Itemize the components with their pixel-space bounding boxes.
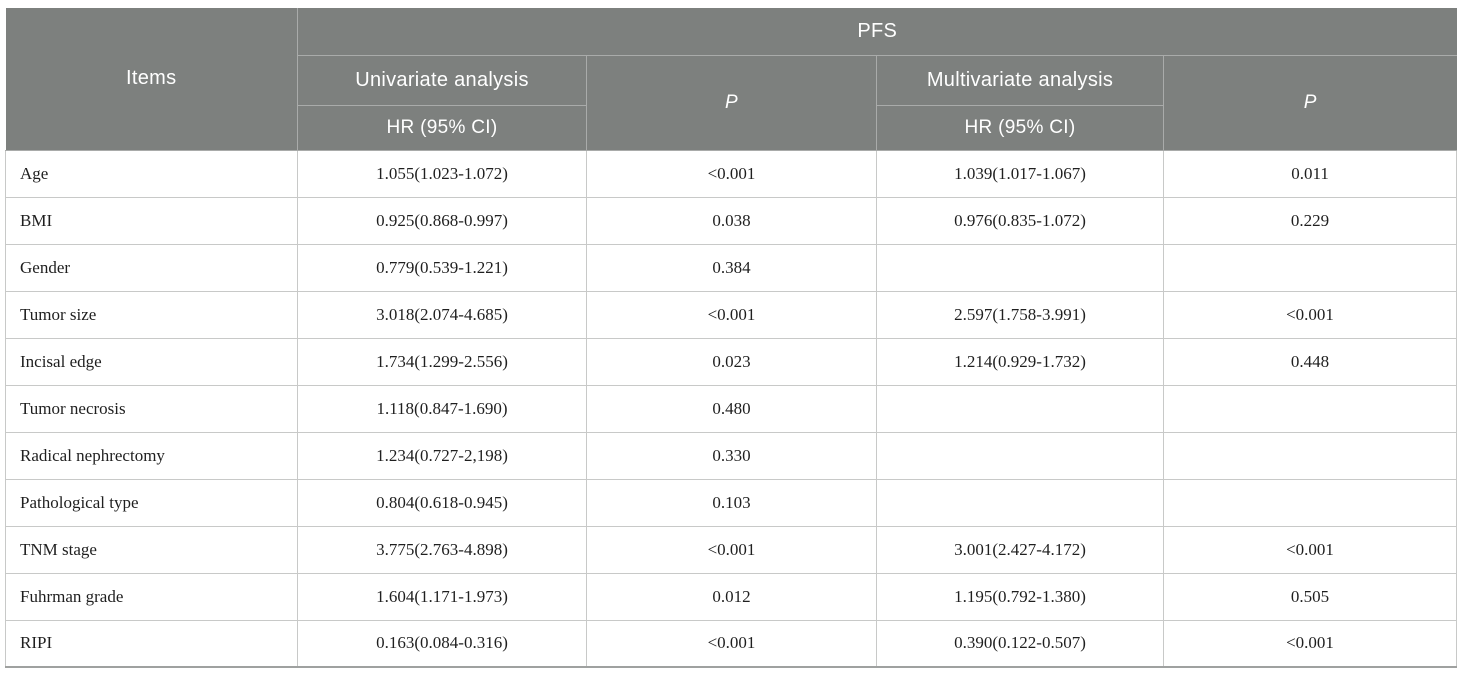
multi-p-cell: 0.229 — [1162, 196, 1458, 245]
item-cell: RIPI — [5, 619, 298, 668]
multi-hr-cell: 0.976(0.835-1.072) — [876, 196, 1164, 245]
item-cell: BMI — [5, 196, 298, 245]
table-row: Tumor necrosis 1.118(0.847-1.690) 0.480 — [5, 384, 1458, 433]
multi-p-cell: <0.001 — [1162, 525, 1458, 574]
multi-hr-cell: 2.597(1.758-3.991) — [876, 290, 1164, 339]
uni-hr-cell: 1.604(1.171-1.973) — [297, 572, 587, 621]
multi-hr-cell: 1.214(0.929-1.732) — [876, 337, 1164, 386]
multi-p-cell: <0.001 — [1162, 619, 1458, 668]
uni-p-cell: <0.001 — [586, 290, 877, 339]
pfs-analysis-table: Items PFS Univariate analysis P Multivar… — [5, 8, 1458, 668]
multi-hr-cell: 0.390(0.122-0.507) — [876, 619, 1164, 668]
uni-hr-cell: 1.234(0.727-2,198) — [297, 431, 587, 480]
univariate-p-header: P — [586, 54, 877, 151]
uni-hr-cell: 3.018(2.074-4.685) — [297, 290, 587, 339]
items-column-header: Items — [5, 8, 298, 151]
univariate-group-header: Univariate analysis — [297, 54, 587, 106]
uni-hr-cell: 0.779(0.539-1.221) — [297, 243, 587, 292]
table-title-pfs: PFS — [296, 8, 1457, 56]
multi-hr-cell — [876, 243, 1164, 292]
multivariate-p-header: P — [1162, 54, 1457, 151]
item-cell: Gender — [5, 243, 298, 292]
uni-hr-cell: 1.734(1.299-2.556) — [297, 337, 587, 386]
table-row: BMI 0.925(0.868-0.997) 0.038 0.976(0.835… — [5, 196, 1458, 245]
uni-p-cell: 0.103 — [586, 478, 877, 527]
uni-p-cell: 0.330 — [586, 431, 877, 480]
multi-p-cell: <0.001 — [1162, 290, 1458, 339]
header-row-groups: Univariate analysis P Multivariate analy… — [6, 54, 1457, 151]
item-cell: Pathological type — [5, 478, 298, 527]
multi-hr-cell — [876, 478, 1164, 527]
item-cell: Incisal edge — [5, 337, 298, 386]
multi-hr-cell: 1.195(0.792-1.380) — [876, 572, 1164, 621]
multi-p-cell: 0.448 — [1162, 337, 1458, 386]
multi-p-cell — [1162, 478, 1458, 527]
table-body: Age 1.055(1.023-1.072) <0.001 1.039(1.01… — [5, 149, 1458, 668]
table-row: TNM stage 3.775(2.763-4.898) <0.001 3.00… — [5, 525, 1458, 574]
table-row: Incisal edge 1.734(1.299-2.556) 0.023 1.… — [5, 337, 1458, 386]
item-cell: Tumor necrosis — [5, 384, 298, 433]
multi-p-cell: 0.011 — [1162, 149, 1458, 198]
multi-hr-cell: 1.039(1.017-1.067) — [876, 149, 1164, 198]
table-row: RIPI 0.163(0.084-0.316) <0.001 0.390(0.1… — [5, 619, 1458, 668]
uni-p-cell: <0.001 — [586, 619, 877, 668]
univariate-hr-header: HR (95% CI) — [297, 104, 587, 151]
uni-p-cell: 0.038 — [586, 196, 877, 245]
item-cell: Age — [5, 149, 298, 198]
multivariate-group-header: Multivariate analysis — [876, 54, 1164, 106]
uni-hr-cell: 0.804(0.618-0.945) — [297, 478, 587, 527]
uni-hr-cell: 3.775(2.763-4.898) — [297, 525, 587, 574]
item-cell: TNM stage — [5, 525, 298, 574]
table-row: Tumor size 3.018(2.074-4.685) <0.001 2.5… — [5, 290, 1458, 339]
uni-p-cell: 0.384 — [586, 243, 877, 292]
multi-p-cell — [1162, 243, 1458, 292]
multi-p-cell — [1162, 384, 1458, 433]
table-row: Pathological type 0.804(0.618-0.945) 0.1… — [5, 478, 1458, 527]
item-cell: Fuhrman grade — [5, 572, 298, 621]
table-row: Radical nephrectomy 1.234(0.727-2,198) 0… — [5, 431, 1458, 480]
table-row: Age 1.055(1.023-1.072) <0.001 1.039(1.01… — [5, 149, 1458, 198]
uni-hr-cell: 0.925(0.868-0.997) — [297, 196, 587, 245]
multi-hr-cell: 3.001(2.427-4.172) — [876, 525, 1164, 574]
uni-p-cell: <0.001 — [586, 149, 877, 198]
uni-p-cell: 0.012 — [586, 572, 877, 621]
header-row-subheaders: HR (95% CI) HR (95% CI) — [6, 104, 1457, 151]
uni-hr-cell: 1.055(1.023-1.072) — [297, 149, 587, 198]
uni-p-cell: 0.480 — [586, 384, 877, 433]
uni-hr-cell: 1.118(0.847-1.690) — [297, 384, 587, 433]
uni-p-cell: 0.023 — [586, 337, 877, 386]
item-cell: Radical nephrectomy — [5, 431, 298, 480]
multi-p-cell — [1162, 431, 1458, 480]
uni-p-cell: <0.001 — [586, 525, 877, 574]
table-row: Fuhrman grade 1.604(1.171-1.973) 0.012 1… — [5, 572, 1458, 621]
multi-hr-cell — [876, 384, 1164, 433]
multi-hr-cell — [876, 431, 1164, 480]
header-row-title: Items PFS — [5, 8, 1457, 151]
item-cell: Tumor size — [5, 290, 298, 339]
multivariate-hr-header: HR (95% CI) — [876, 104, 1164, 151]
multi-p-cell: 0.505 — [1162, 572, 1458, 621]
uni-hr-cell: 0.163(0.084-0.316) — [297, 619, 587, 668]
table-row: Gender 0.779(0.539-1.221) 0.384 — [5, 243, 1458, 292]
table-header: Items PFS Univariate analysis P Multivar… — [5, 8, 1457, 151]
